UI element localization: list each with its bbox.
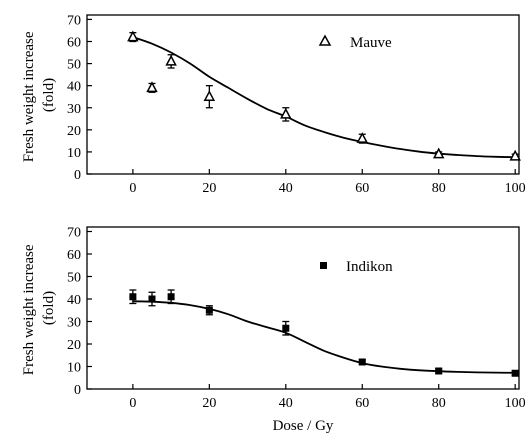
y-tick-label: 70 <box>67 13 81 28</box>
x-axis-label: Dose / Gy <box>273 418 334 434</box>
x-tick-label: 80 <box>432 396 446 411</box>
marker-filled-square <box>358 358 366 366</box>
x-tick-label: 100 <box>505 181 526 196</box>
y-tick-label: 60 <box>67 36 81 51</box>
y-axis-label-line-1: Fresh weight increase <box>21 244 37 375</box>
y-tick-label: 50 <box>67 58 81 73</box>
y-axis-ticks: 0 10 20 30 40 50 60 70 <box>67 13 92 183</box>
x-tick-label: 0 <box>129 396 136 411</box>
data-point <box>127 30 139 43</box>
legend: Mauve <box>318 34 392 51</box>
data-point <box>129 289 137 305</box>
data-point <box>146 81 158 93</box>
data-point <box>435 367 443 375</box>
x-axis-ticks: 0 20 40 60 80 100 <box>129 169 526 196</box>
y-axis-label-line-1: Fresh weight increase <box>21 31 37 162</box>
y-tick-label: 10 <box>67 361 81 376</box>
marker-open-triangle <box>165 54 177 66</box>
data-points <box>129 289 519 377</box>
x-tick-label: 40 <box>279 181 293 196</box>
y-tick-label: 20 <box>67 124 81 139</box>
plot-frame <box>86 226 520 390</box>
y-tick-label: 50 <box>67 271 81 286</box>
legend-marker-open-triangle <box>318 34 332 46</box>
fit-curve <box>132 36 516 159</box>
x-tick-label: 20 <box>202 181 216 196</box>
data-point <box>148 291 156 307</box>
marker-filled-square <box>435 367 443 375</box>
y-axis-label-line-2: (fold) <box>41 78 57 112</box>
marker-open-triangle <box>509 149 521 161</box>
legend-label-indikon: Indikon <box>346 259 393 275</box>
x-tick-label: 100 <box>505 396 526 411</box>
data-point <box>358 358 366 366</box>
data-point <box>356 132 369 144</box>
y-tick-label: 30 <box>67 102 81 117</box>
marker-open-triangle <box>280 107 292 119</box>
x-axis-ticks: 0 20 40 60 80 100 <box>129 384 526 411</box>
marker-open-triangle <box>356 132 369 143</box>
y-tick-label: 0 <box>74 168 81 183</box>
marker-open-triangle <box>146 81 158 93</box>
y-tick-label: 40 <box>67 80 81 95</box>
plot-frame <box>86 14 520 175</box>
x-tick-label: 60 <box>355 181 369 196</box>
data-point <box>165 54 177 69</box>
marker-filled-square <box>282 324 290 332</box>
y-axis-label: Fresh weight increase (fold) <box>21 241 57 376</box>
x-tick-label: 40 <box>279 396 293 411</box>
marker-filled-square <box>205 306 213 314</box>
data-point <box>511 369 519 377</box>
data-point <box>282 320 290 336</box>
marker-filled-square <box>511 369 519 377</box>
y-tick-label: 0 <box>74 383 81 398</box>
y-tick-label: 40 <box>67 293 81 308</box>
marker-filled-square <box>129 293 137 301</box>
y-tick-label: 70 <box>67 226 81 241</box>
marker-open-triangle <box>203 90 216 101</box>
y-tick-label: 10 <box>67 146 81 161</box>
marker-filled-square <box>148 295 156 303</box>
data-point <box>509 149 521 161</box>
x-tick-label: 0 <box>129 181 136 196</box>
data-point <box>203 85 216 109</box>
x-tick-label: 20 <box>202 396 216 411</box>
data-point <box>167 289 175 305</box>
y-axis-ticks: 0 10 20 30 40 50 60 70 <box>67 226 92 398</box>
y-tick-label: 20 <box>67 338 81 353</box>
marker-open-triangle <box>127 30 139 42</box>
data-point <box>205 305 213 316</box>
data-points <box>127 30 521 161</box>
x-tick-label: 60 <box>355 396 369 411</box>
data-point <box>280 107 292 122</box>
legend-label-mauve: Mauve <box>350 35 392 51</box>
marker-open-triangle <box>432 147 445 159</box>
y-axis-label: Fresh weight increase (fold) <box>21 28 57 163</box>
chart-panel-mauve: 0 10 20 30 40 50 60 70 0 20 40 60 80 100 Fresh weigh… <box>21 13 526 196</box>
y-tick-label: 60 <box>67 248 81 263</box>
fit-curve <box>132 300 516 374</box>
x-tick-label: 80 <box>432 181 446 196</box>
legend-marker-filled-square <box>320 262 327 269</box>
chart-panel-indikon: 0 10 20 30 40 50 60 70 0 20 40 60 80 100 Fresh weigh… <box>21 226 526 435</box>
y-tick-label: 30 <box>67 316 81 331</box>
y-axis-label-line-2: (fold) <box>41 291 57 325</box>
data-point <box>432 147 445 159</box>
legend: Indikon <box>320 259 393 275</box>
marker-filled-square <box>167 293 175 301</box>
